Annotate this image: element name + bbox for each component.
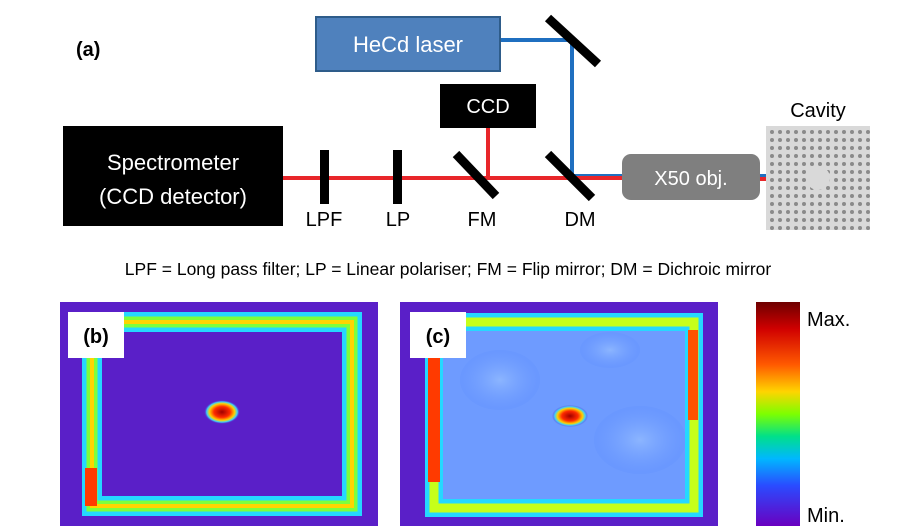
panel-c: (c) (400, 302, 718, 526)
ccd-label: CCD (466, 96, 509, 118)
lpf-filter (320, 150, 329, 204)
panel-c-right-hotspot (688, 330, 698, 420)
spectrometer-label-line2: (CCD detector) (99, 184, 247, 209)
objective-box (622, 154, 760, 200)
panel-c-haze-3 (580, 332, 640, 368)
panel-c-tag-box (410, 312, 466, 358)
panel-a-tag: (a) (76, 39, 100, 61)
colorbar-max-label: Max. (807, 309, 850, 331)
colorbar-min-label: Min. (807, 505, 845, 526)
objective-label: X50 obj. (654, 168, 727, 190)
panel-b-centre-spot (204, 400, 240, 424)
spectrometer-label-line1: Spectrometer (107, 150, 239, 175)
colorbar-gradient (756, 302, 800, 526)
hecd-laser-label: HeCd laser (353, 32, 463, 57)
steering-mirror (544, 14, 602, 68)
panel-c-tag: (c) (426, 326, 450, 348)
ccd-box (440, 84, 536, 128)
lp-label: LP (386, 209, 410, 231)
panel-c-haze-2 (594, 406, 686, 474)
fm-label: FM (468, 209, 497, 231)
colorbar: Max. Min. (756, 302, 850, 526)
panel-b-ring-core (90, 320, 354, 508)
abbreviation-legend: LPF = Long pass filter; LP = Linear pola… (125, 259, 772, 279)
cavity-label: Cavity (790, 100, 846, 122)
panel-b-tag-box (68, 312, 124, 358)
panel-c-haze-1 (460, 350, 540, 410)
spectrometer-box (63, 126, 283, 226)
panel-b-hotspot (85, 468, 97, 506)
panel-b-tag: (b) (83, 326, 109, 348)
lp-polariser (393, 150, 402, 204)
panel-b: (b) (60, 302, 378, 526)
hecd-laser-box (315, 16, 501, 72)
panel-c-left-hotspot (428, 352, 440, 482)
panel-a: (a) HeCd laser CCD Spectrometer (CCD det… (63, 14, 870, 279)
lpf-label: LPF (306, 209, 343, 231)
panel-c-centre-spot (552, 405, 588, 427)
flip-mirror (452, 150, 500, 200)
dichroic-mirror (544, 150, 596, 202)
cavity-defect (806, 166, 830, 190)
dm-label: DM (564, 209, 595, 231)
